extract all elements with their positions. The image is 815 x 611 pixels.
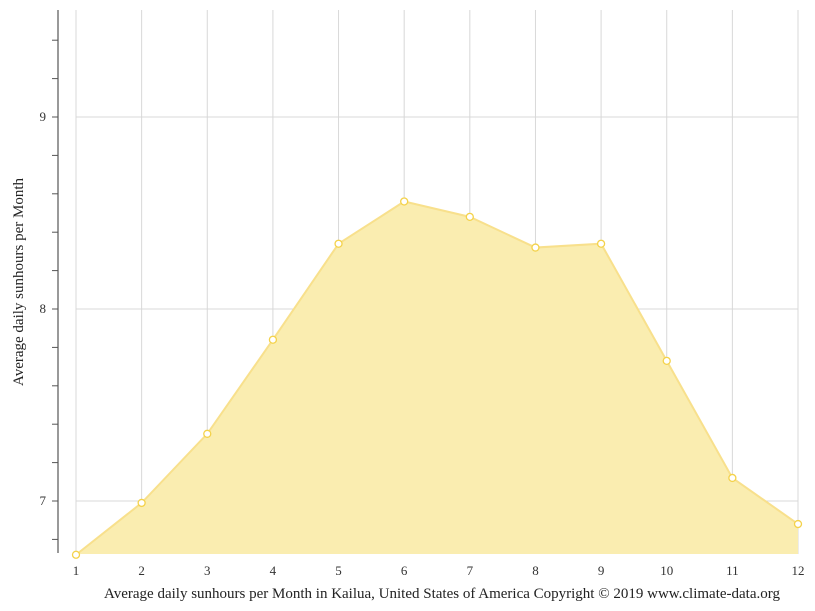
sunhours-area — [76, 201, 798, 555]
x-tick-label: 11 — [726, 563, 739, 578]
data-point — [465, 212, 474, 221]
data-point — [268, 335, 278, 344]
y-tick-label: 9 — [40, 109, 47, 124]
y-axis-ticks: 7 8 9 — [40, 39, 58, 540]
x-tick-label: 1 — [73, 563, 80, 578]
data-point — [400, 197, 409, 206]
data-point — [531, 243, 540, 252]
data-point — [728, 473, 737, 483]
y-tick-label: 8 — [40, 301, 47, 316]
x-tick-label: 2 — [138, 563, 145, 578]
x-tick-label: 6 — [401, 563, 408, 578]
x-tick-label: 4 — [270, 563, 277, 578]
data-point-markers — [71, 197, 803, 559]
data-point — [203, 429, 212, 438]
data-point — [596, 239, 606, 248]
x-axis-labels: 1 2 3 4 5 6 7 8 9 10 11 12 — [73, 563, 805, 578]
x-tick-label: 10 — [660, 563, 673, 578]
x-tick-label: 5 — [335, 563, 342, 578]
x-tick-label: 3 — [204, 563, 211, 578]
x-tick-label: 12 — [792, 563, 805, 578]
x-axis-title: Average daily sunhours per Month in Kail… — [104, 586, 780, 602]
data-point — [137, 498, 146, 508]
x-tick-label: 9 — [598, 563, 605, 578]
data-point — [793, 519, 803, 529]
x-tick-label: 8 — [532, 563, 539, 578]
sunhours-line — [75, 200, 799, 556]
data-point — [334, 239, 343, 248]
y-tick-label: 7 — [40, 493, 47, 508]
data-point — [662, 356, 671, 365]
data-point — [71, 550, 81, 559]
y-axis-title: Average daily sunhours per Month — [11, 178, 27, 387]
x-tick-label: 7 — [467, 563, 474, 578]
